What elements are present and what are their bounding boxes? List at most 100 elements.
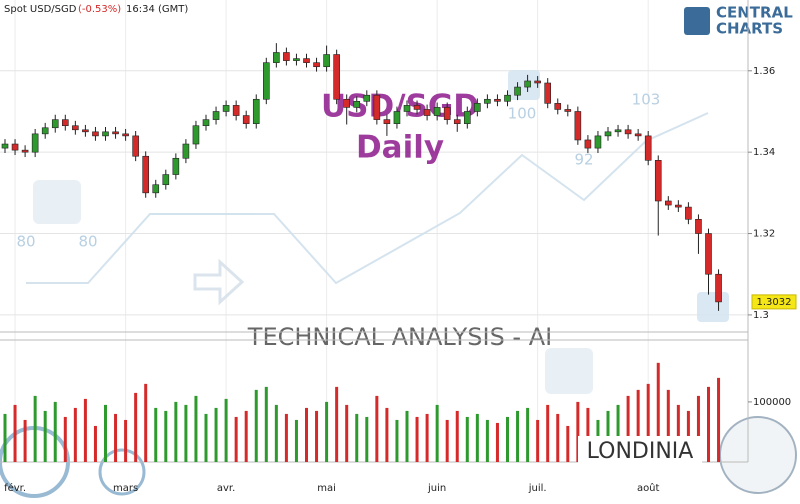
volume-bar	[455, 410, 459, 462]
volume-bar	[114, 413, 118, 462]
watermark-number: 103	[632, 91, 661, 109]
volume-bar	[646, 383, 650, 462]
volume-bar	[506, 416, 509, 462]
brand-box	[578, 436, 702, 468]
volume-bar	[184, 404, 188, 462]
header-change: (-0.53%)	[78, 4, 121, 15]
volume-bar	[516, 410, 520, 462]
candle-body	[514, 86, 521, 96]
candle-body	[82, 129, 89, 133]
candle-body	[524, 80, 531, 88]
header-time: 16:34 (GMT)	[126, 4, 188, 15]
volume-bar	[345, 404, 349, 462]
candle-body	[72, 125, 79, 131]
logo-icon	[684, 7, 710, 35]
x-tick-label: févr.	[4, 482, 26, 494]
volume-bar	[154, 407, 158, 462]
volume-bar	[124, 419, 128, 462]
candle-body	[654, 160, 662, 202]
volume-bar	[3, 413, 7, 462]
volume-bar	[214, 407, 218, 462]
candle-body	[544, 82, 552, 104]
watermark-number: 100	[508, 105, 537, 123]
watermark-subtitle: Daily	[356, 130, 444, 166]
candle-body	[624, 129, 632, 135]
candle-body	[443, 107, 451, 120]
candle-body	[252, 98, 260, 124]
x-tick-label: juil.	[528, 483, 547, 494]
candle-body	[474, 103, 481, 112]
candle-body	[554, 103, 562, 110]
volume-bar	[234, 416, 238, 462]
candle-body	[1, 143, 9, 149]
volume-bar	[717, 377, 721, 462]
volume-bar	[315, 410, 319, 462]
volume-bar	[566, 425, 570, 462]
candle-body	[664, 200, 672, 206]
candle-body	[403, 105, 411, 112]
candle-body	[192, 125, 200, 145]
volume-bar	[435, 404, 439, 462]
volume-bar	[586, 407, 590, 462]
candle-body	[534, 80, 541, 84]
volume-bar	[415, 416, 419, 462]
candle-body	[644, 135, 652, 161]
candle-body	[222, 105, 230, 112]
volume-bar	[194, 395, 198, 462]
x-tick-label: mai	[317, 483, 336, 494]
candle-body	[383, 119, 391, 124]
candle-body	[273, 52, 280, 63]
candle-body	[182, 143, 190, 159]
candle-body	[715, 273, 722, 303]
y-tick-label: 100000	[753, 397, 791, 408]
candle-body	[303, 58, 310, 63]
x-tick-label: juin	[427, 483, 446, 494]
candle-body	[172, 157, 180, 175]
volume-bar	[63, 416, 67, 462]
volume-bar	[174, 401, 178, 462]
volume-bar	[254, 389, 258, 462]
volume-bar	[385, 407, 389, 462]
volume-bar	[495, 422, 499, 462]
volume-bar	[144, 383, 148, 462]
volume-bar	[305, 407, 308, 462]
y-tick-label: 1.3	[753, 310, 769, 321]
candle-body	[262, 62, 270, 100]
volume-bar	[395, 419, 399, 462]
candle-body	[212, 111, 220, 120]
candle-body	[504, 94, 511, 102]
candle-body	[675, 204, 682, 208]
candle-body	[41, 127, 49, 135]
candle-body	[695, 218, 702, 234]
volume-bar	[375, 395, 379, 462]
volume-bar	[355, 413, 359, 462]
y-tick-label: 1.34	[753, 147, 775, 158]
candle-body	[313, 62, 320, 68]
volume-bar	[204, 413, 208, 462]
candle-body	[152, 184, 160, 194]
candle-body	[564, 109, 572, 112]
candle-body	[242, 115, 250, 124]
candle-body	[11, 143, 19, 151]
candle-body	[594, 135, 602, 149]
volume-bar	[104, 404, 107, 462]
candle-body	[102, 131, 109, 137]
volume-bar	[445, 419, 449, 462]
volume-bar	[626, 395, 630, 462]
candle-body	[423, 109, 431, 116]
candle-body	[51, 119, 59, 129]
volume-bar	[526, 407, 530, 462]
candle-body	[453, 119, 461, 124]
volume-bar	[576, 401, 580, 462]
logo-line2: CHARTS	[716, 20, 783, 38]
volume-bar	[284, 413, 288, 462]
candle-body	[353, 101, 361, 108]
candle-body	[614, 129, 622, 133]
last-price-label: 1.3032	[757, 297, 792, 308]
x-tick-label: août	[637, 482, 660, 494]
volume-bar	[465, 416, 469, 462]
candle-body	[232, 105, 240, 116]
volume-bar	[43, 410, 47, 462]
volume-bar	[83, 398, 87, 462]
